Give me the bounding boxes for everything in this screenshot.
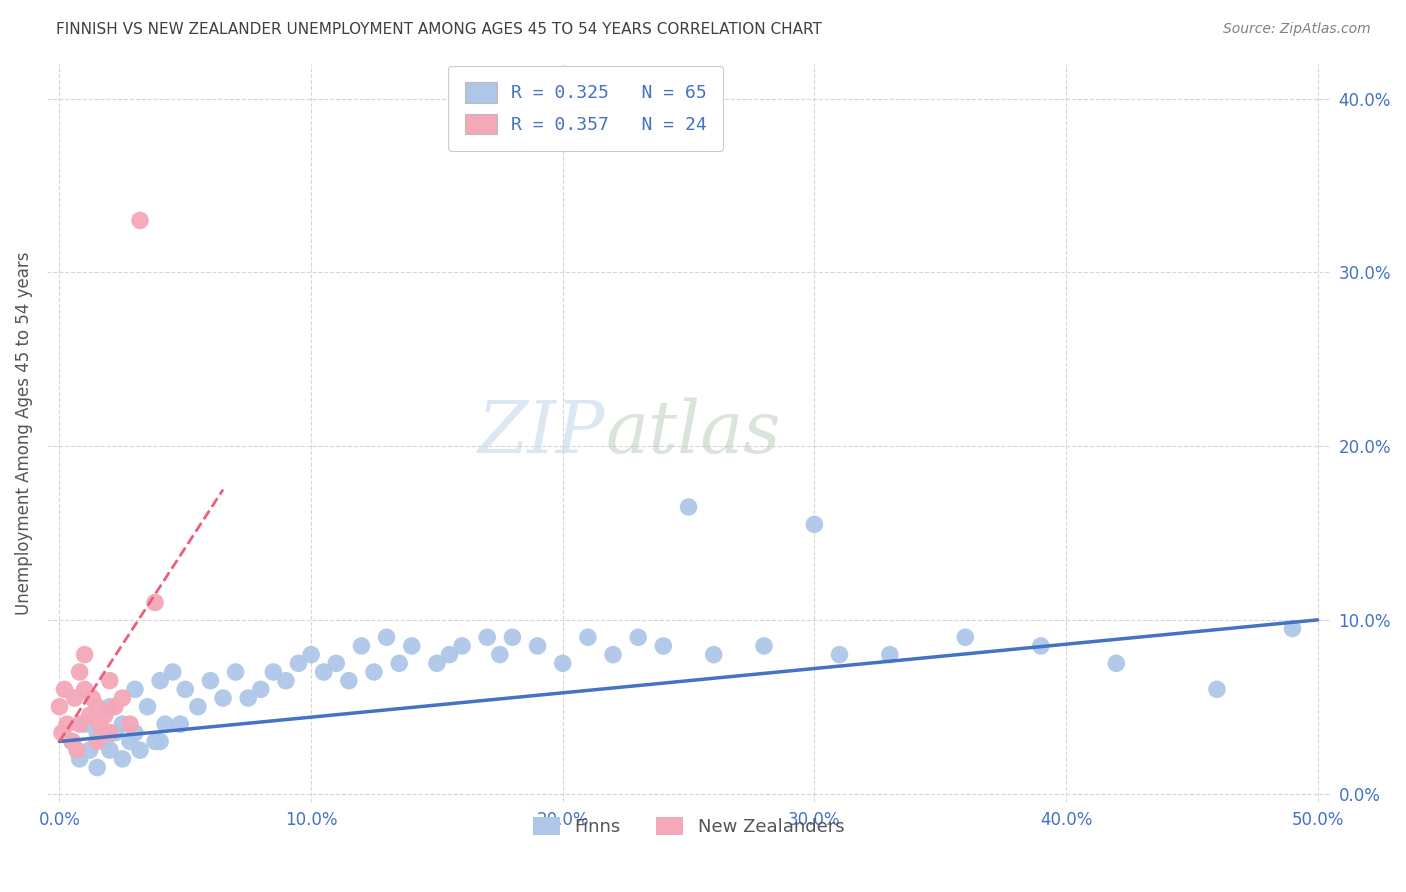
Point	[98, 743, 121, 757]
Point	[143, 734, 166, 748]
Point	[337, 673, 360, 688]
Point	[187, 699, 209, 714]
Point	[98, 673, 121, 688]
Point	[73, 648, 96, 662]
Text: FINNISH VS NEW ZEALANDER UNEMPLOYMENT AMONG AGES 45 TO 54 YEARS CORRELATION CHAR: FINNISH VS NEW ZEALANDER UNEMPLOYMENT AM…	[56, 22, 823, 37]
Point	[94, 708, 117, 723]
Point	[129, 213, 152, 227]
Point	[73, 717, 96, 731]
Point	[86, 760, 108, 774]
Point	[627, 630, 650, 644]
Point	[149, 734, 172, 748]
Point	[73, 682, 96, 697]
Point	[401, 639, 423, 653]
Point	[350, 639, 373, 653]
Point	[200, 673, 222, 688]
Point	[136, 699, 159, 714]
Point	[488, 648, 510, 662]
Point	[1029, 639, 1052, 653]
Point	[98, 726, 121, 740]
Point	[111, 752, 134, 766]
Point	[94, 734, 117, 748]
Legend: Finns, New Zealanders: Finns, New Zealanders	[523, 807, 853, 845]
Point	[124, 726, 146, 740]
Point	[69, 717, 91, 731]
Point	[129, 743, 152, 757]
Point	[703, 648, 725, 662]
Point	[162, 665, 184, 679]
Point	[124, 682, 146, 697]
Point	[375, 630, 398, 644]
Point	[86, 726, 108, 740]
Point	[225, 665, 247, 679]
Point	[287, 657, 309, 671]
Point	[249, 682, 271, 697]
Point	[104, 699, 127, 714]
Point	[169, 717, 191, 731]
Point	[79, 708, 101, 723]
Point	[111, 691, 134, 706]
Point	[501, 630, 523, 644]
Point	[274, 673, 297, 688]
Text: atlas: atlas	[605, 398, 780, 468]
Point	[652, 639, 675, 653]
Point	[576, 630, 599, 644]
Point	[439, 648, 461, 662]
Point	[86, 734, 108, 748]
Point	[79, 743, 101, 757]
Point	[451, 639, 474, 653]
Y-axis label: Unemployment Among Ages 45 to 54 years: Unemployment Among Ages 45 to 54 years	[15, 252, 32, 615]
Point	[551, 657, 574, 671]
Point	[1105, 657, 1128, 671]
Point	[426, 657, 449, 671]
Point	[879, 648, 901, 662]
Point	[1206, 682, 1229, 697]
Point	[86, 699, 108, 714]
Point	[98, 699, 121, 714]
Point	[143, 595, 166, 609]
Point	[828, 648, 851, 662]
Point	[48, 699, 70, 714]
Point	[118, 734, 141, 748]
Point	[111, 717, 134, 731]
Point	[60, 734, 83, 748]
Point	[325, 657, 347, 671]
Point	[66, 743, 89, 757]
Point	[388, 657, 411, 671]
Point	[56, 717, 79, 731]
Point	[104, 726, 127, 740]
Point	[82, 691, 104, 706]
Point	[69, 665, 91, 679]
Point	[89, 717, 111, 731]
Point	[51, 726, 73, 740]
Point	[69, 752, 91, 766]
Point	[174, 682, 197, 697]
Point	[238, 691, 260, 706]
Point	[1281, 622, 1303, 636]
Point	[53, 682, 76, 697]
Point	[312, 665, 335, 679]
Point	[212, 691, 235, 706]
Point	[678, 500, 700, 514]
Point	[602, 648, 624, 662]
Point	[955, 630, 977, 644]
Point	[60, 734, 83, 748]
Point	[153, 717, 176, 731]
Point	[299, 648, 322, 662]
Text: ZIP: ZIP	[478, 398, 605, 468]
Point	[149, 673, 172, 688]
Point	[118, 717, 141, 731]
Point	[526, 639, 548, 653]
Point	[363, 665, 385, 679]
Text: Source: ZipAtlas.com: Source: ZipAtlas.com	[1223, 22, 1371, 37]
Point	[262, 665, 284, 679]
Point	[63, 691, 86, 706]
Point	[477, 630, 499, 644]
Point	[752, 639, 775, 653]
Point	[803, 517, 825, 532]
